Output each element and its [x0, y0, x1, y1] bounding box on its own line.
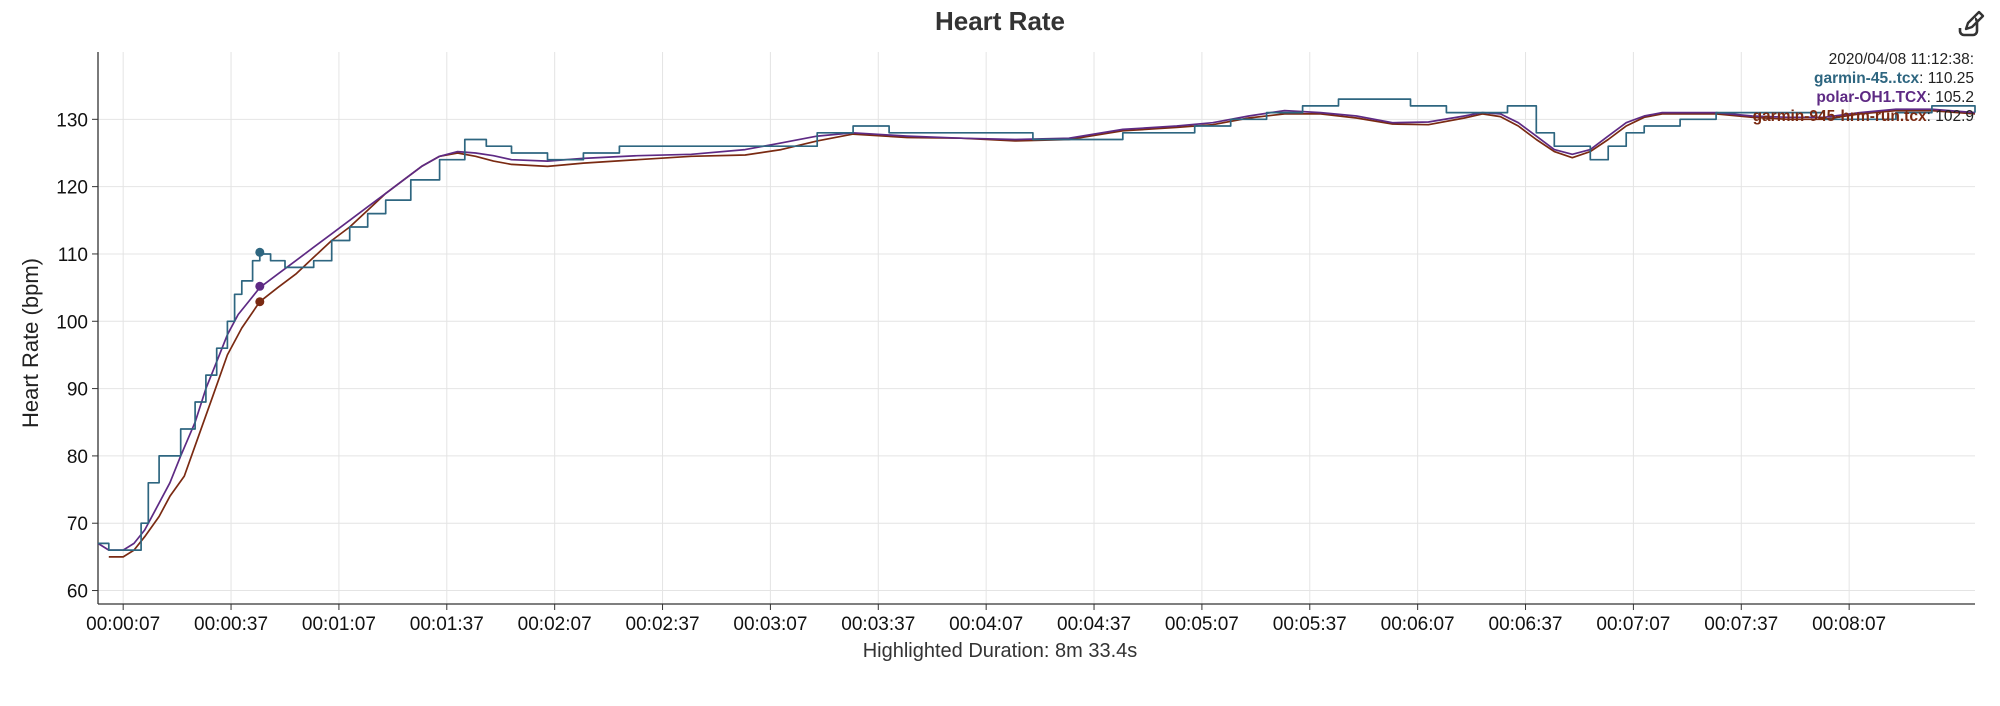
legend-series-name: garmin-45..tcx	[1814, 70, 1920, 87]
y-tick-label: 70	[67, 514, 88, 535]
x-tick-label: 00:06:07	[1381, 614, 1455, 635]
y-tick-label: 80	[67, 447, 88, 468]
y-tick-label: 120	[56, 178, 88, 199]
x-tick-label: 00:08:07	[1812, 614, 1886, 635]
y-tick-label: 90	[67, 380, 88, 401]
x-tick-label: 00:02:07	[518, 614, 592, 635]
x-tick-label: 00:01:37	[410, 614, 484, 635]
y-tick-label: 100	[56, 312, 88, 333]
x-tick-label: 00:03:37	[841, 614, 915, 635]
x-axis-ticks: 00:00:07 00:00:37 00:01:07 00:01:37 00:02:07…	[86, 604, 1886, 635]
legend-entry: garmin-945-hrm-run.tcx: 102.9	[1752, 108, 1974, 125]
x-tick-label: 00:04:07	[949, 614, 1023, 635]
series-lines	[97, 98, 1976, 558]
legend: 2020/04/08 11:12:38: garmin-45..tcx: 110…	[1753, 50, 1974, 126]
highlight-point	[255, 247, 265, 257]
x-tick-label: 00:03:07	[733, 614, 807, 635]
axes	[97, 52, 1975, 605]
highlight-point	[255, 281, 265, 291]
y-axis-ticks: 60 70 80 90 100 110 120 130	[56, 110, 98, 603]
legend-entry: garmin-45..tcx: 110.25	[1814, 70, 1974, 87]
chart-title: Heart Rate	[934, 6, 1066, 36]
x-tick-label: 00:07:07	[1596, 614, 1670, 635]
legend-series-name: polar-OH1.TCX	[1816, 89, 1927, 106]
y-tick-label: 130	[56, 110, 88, 131]
highlight-point	[255, 297, 265, 307]
legend-series-value: 105.2	[1935, 89, 1974, 106]
legend-time: 2020/04/08 11:12:38:	[1828, 51, 1974, 68]
series-line	[98, 98, 1976, 551]
legend-entry: polar-OH1.TCX: 105.2	[1816, 89, 1974, 106]
x-tick-label: 00:02:37	[626, 614, 700, 635]
series-line	[97, 108, 1976, 551]
legend-series-name: garmin-945-hrm-run.tcx	[1752, 108, 1927, 125]
legend-series-value: 102.9	[1935, 108, 1974, 125]
series-line	[108, 109, 1976, 558]
x-tick-label: 00:05:07	[1165, 614, 1239, 635]
edit-icon[interactable]	[1955, 10, 1986, 40]
x-tick-label: 00:07:37	[1704, 614, 1778, 635]
highlighted-duration: Highlighted Duration: 8m 33.4s	[862, 640, 1138, 662]
y-tick-label: 60	[67, 582, 88, 603]
legend-series-value: 110.25	[1927, 70, 1974, 87]
x-tick-label: 00:06:37	[1489, 614, 1563, 635]
y-tick-label: 110	[58, 245, 88, 266]
highlight-markers	[255, 247, 265, 307]
grid-lines	[98, 52, 1975, 604]
x-tick-label: 00:00:07	[86, 614, 160, 635]
x-tick-label: 00:04:37	[1057, 614, 1131, 635]
x-tick-label: 00:01:07	[302, 614, 376, 635]
x-tick-label: 00:05:37	[1273, 614, 1347, 635]
y-axis-label: Heart Rate (bpm)	[18, 258, 43, 428]
x-tick-label: 00:00:37	[194, 614, 268, 635]
